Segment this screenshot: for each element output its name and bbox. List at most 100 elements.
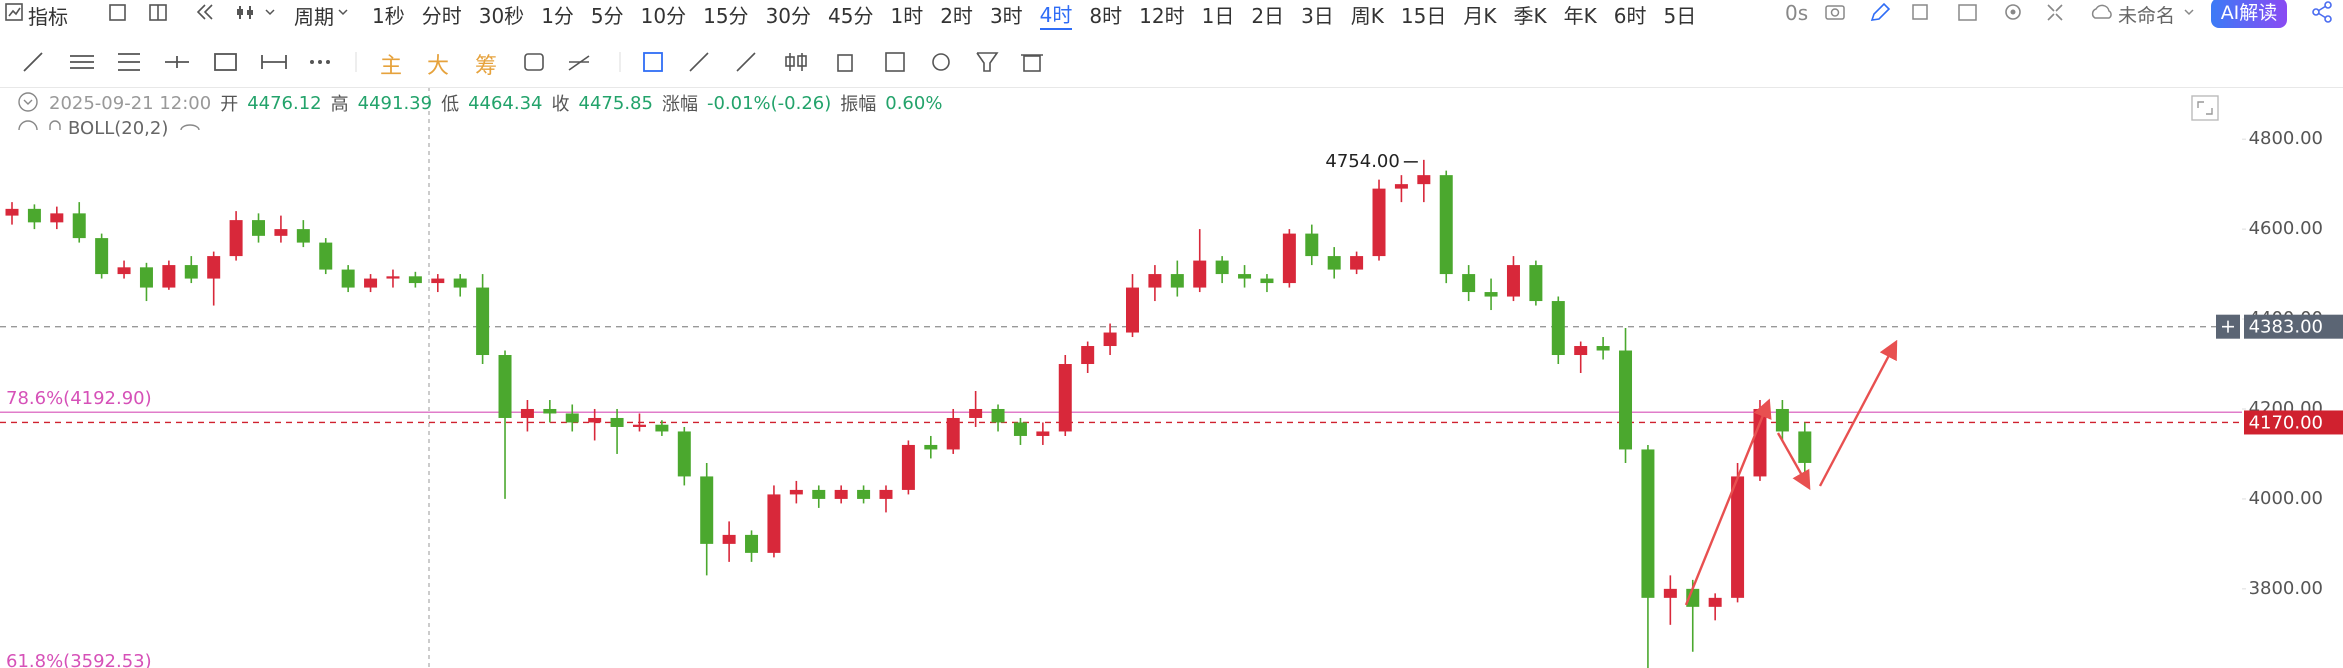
expand-icon[interactable] xyxy=(2190,94,2220,124)
candle-body xyxy=(1753,408,1767,477)
interval-tab[interactable]: 2日 xyxy=(1251,3,1285,28)
top-toolbar: 指标 周期 1秒 分时 30秒 1分 5分 10分 15分 30分 45分 1时 2时 3时 4时 8时 1… xyxy=(0,0,2343,30)
date: 2025-09-21 12:00 xyxy=(49,92,212,114)
info-bar: 2025-09-21 12:00 开 4476.12 高 4491.39 低 4464… xyxy=(49,90,942,116)
candle-body xyxy=(969,408,983,418)
candle-body xyxy=(879,489,893,499)
fib-label: 61.8%(3592.53) xyxy=(6,651,152,668)
y-tick-label: 4000.00 xyxy=(2249,488,2323,509)
candle-body xyxy=(408,276,422,284)
drawn-arrow xyxy=(1818,339,1898,487)
interval-tabs: 1秒 分时 30秒 1分 5分 10分 15分 30分 45分 1时 2时 3时 4时 8时 12时 1日 2日… xyxy=(372,0,1697,30)
candle-body xyxy=(1193,260,1207,288)
interval-tab[interactable]: 1分 xyxy=(541,3,574,28)
period-button[interactable]: 周期 xyxy=(294,5,334,29)
interval-tab[interactable]: 8时 xyxy=(1089,3,1123,28)
candle-body xyxy=(1439,175,1453,275)
candle-body xyxy=(1148,274,1162,288)
candle-body xyxy=(1619,350,1633,450)
candle-body xyxy=(1170,274,1184,288)
candle-body xyxy=(1551,301,1565,356)
candle-body xyxy=(1238,274,1252,279)
interval-tab[interactable]: 12时 xyxy=(1139,3,1185,28)
candle-body xyxy=(700,476,714,544)
candle-body xyxy=(274,229,288,236)
interval-tab[interactable]: 5日 xyxy=(1663,3,1697,28)
label: 低 xyxy=(441,94,460,115)
candle-body xyxy=(1641,449,1655,598)
candle-body xyxy=(27,208,41,223)
interval-tab[interactable]: 3日 xyxy=(1301,3,1334,28)
interval-tab[interactable]: 15日 xyxy=(1400,3,1447,28)
candle-body xyxy=(745,534,759,553)
drawn-arrow xyxy=(1684,398,1772,606)
candle-body xyxy=(386,276,400,279)
candle-body xyxy=(565,413,579,423)
candle-body xyxy=(767,494,781,553)
candle-body xyxy=(184,265,198,279)
candle-body xyxy=(722,534,736,544)
candle-body xyxy=(1103,332,1117,347)
interval-tab[interactable]: 4时 xyxy=(1039,0,1073,30)
interval-tab[interactable]: 3时 xyxy=(989,3,1023,28)
candle-body xyxy=(498,355,512,418)
interval-tab[interactable]: 5分 xyxy=(590,3,624,28)
doc-name[interactable]: 未命名 xyxy=(2118,5,2176,27)
candle-body xyxy=(1462,274,1476,293)
candle-body xyxy=(924,444,938,450)
candle-body xyxy=(229,220,243,257)
candle-body xyxy=(1058,364,1072,432)
interval-tab[interactable]: 1日 xyxy=(1201,3,1235,28)
chip-distribution[interactable]: 筹 xyxy=(475,54,498,79)
interval-tab[interactable]: 1时 xyxy=(890,3,924,28)
candle-body xyxy=(1350,256,1364,270)
interval-tab[interactable]: 分时 xyxy=(421,3,462,28)
interval-tab[interactable]: 月K xyxy=(1463,3,1497,28)
candle-body xyxy=(319,242,333,270)
indicator-name: BOLL(20,2) xyxy=(68,118,169,139)
value: 4491.39 xyxy=(357,92,433,114)
candle-body xyxy=(1731,476,1745,598)
interval-tab[interactable]: 10分 xyxy=(640,3,687,28)
candle-body xyxy=(632,424,646,427)
candle-body xyxy=(1081,346,1095,365)
price-marker-label: 4383.00 xyxy=(2249,317,2323,338)
label: 涨幅 xyxy=(661,94,698,115)
interval-tab[interactable]: 季K xyxy=(1513,3,1547,28)
candle-body xyxy=(1708,597,1722,607)
interval-tab[interactable]: 年K xyxy=(1563,3,1597,28)
y-tick-label: 3800.00 xyxy=(2249,578,2323,599)
interval-tab[interactable]: 30秒 xyxy=(478,3,525,28)
big-order[interactable]: 大 xyxy=(427,54,450,79)
interval-tab[interactable]: 15分 xyxy=(703,3,749,28)
candle-body xyxy=(1596,346,1610,351)
candle-body xyxy=(95,238,109,275)
candle-body xyxy=(1013,422,1027,436)
candle-body xyxy=(139,267,153,288)
drawing-toolbar: 主 大 筹 xyxy=(0,44,2343,80)
candle-body xyxy=(946,417,960,450)
candle-body xyxy=(520,408,534,418)
candle-body xyxy=(207,256,221,279)
max-label: 4754.00 xyxy=(1325,151,1399,172)
candle-body xyxy=(1327,256,1341,270)
candle-body xyxy=(543,408,557,414)
indicator-button[interactable]: 指标 xyxy=(28,5,68,29)
interval-tab[interactable]: 1秒 xyxy=(372,3,405,28)
interval-tab[interactable]: 30分 xyxy=(765,3,812,28)
value: 4476.12 xyxy=(247,92,322,114)
interval-tab[interactable]: 45分 xyxy=(828,3,874,28)
candle-body xyxy=(677,431,691,477)
candle-body xyxy=(5,208,19,216)
ai-button[interactable]: AI解读 xyxy=(2211,0,2287,28)
interval-tab[interactable]: 2时 xyxy=(940,3,973,28)
interval-tab[interactable]: 周K xyxy=(1350,3,1384,28)
candle-body xyxy=(162,265,176,288)
interval-tab[interactable]: 6时 xyxy=(1613,3,1647,28)
candle-body xyxy=(1574,346,1588,356)
candle-body xyxy=(72,213,86,239)
main-indicator[interactable]: 主 xyxy=(380,54,403,79)
candle-body xyxy=(50,213,64,223)
candle-body xyxy=(476,287,490,356)
